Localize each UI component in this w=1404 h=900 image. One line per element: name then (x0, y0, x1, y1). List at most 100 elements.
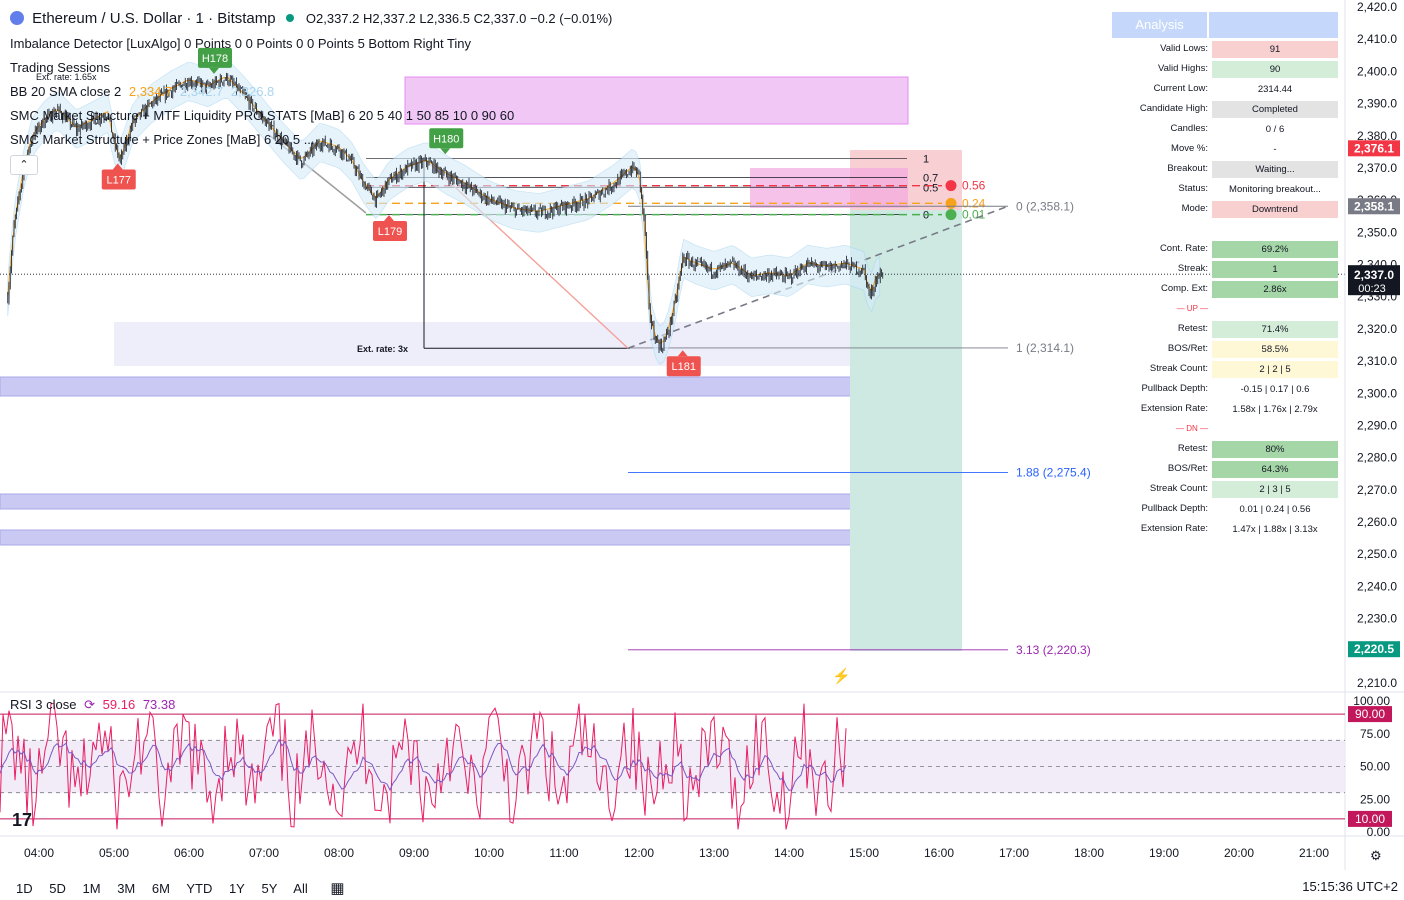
table-row-label: — DN — (1176, 424, 1208, 433)
rsi-settings-icon[interactable]: ⟳ (84, 697, 96, 712)
timeframe-ytd[interactable]: YTD (186, 881, 213, 896)
table-row-value: 1 (1212, 260, 1338, 278)
countdown-label: 00:23 (1358, 283, 1386, 295)
price-badge (1348, 198, 1400, 215)
analysis-table-header: Analysis (1112, 12, 1208, 38)
symbol-title[interactable]: Ethereum / U.S. Dollar · 1 · Bitstamp (32, 10, 276, 27)
table-row-label: Cont. Rate: (1159, 243, 1208, 254)
eth-icon (10, 11, 24, 25)
table-row-label: Streak Count: (1149, 363, 1208, 374)
table-row-label: Comp. Ext: (1161, 283, 1208, 294)
table-row: Comp. Ext: 2.86x (1112, 279, 1338, 299)
x-axis-tick: 21:00 (1299, 846, 1329, 860)
demand-zone-2 (0, 493, 909, 510)
equilibrium-zone (114, 322, 854, 366)
table-row: — DN — (1112, 419, 1338, 439)
table-row: Current Low: 2314.44 (1112, 79, 1338, 99)
table-row (1112, 219, 1338, 239)
bb-basis-value: 2,334.7 (128, 84, 173, 99)
chart-header: Ethereum / U.S. Dollar · 1 · Bitstamp O2… (10, 10, 612, 27)
table-row-label: Candles: (1170, 123, 1209, 134)
indicator-sessions[interactable]: Trading Sessions (10, 60, 110, 75)
price-badge (1348, 641, 1400, 658)
y-axis-tick: 2,380.0 (1357, 129, 1397, 143)
table-row: Valid Highs: 90 (1112, 59, 1338, 79)
current-price-label: 2,337.0 (1354, 268, 1394, 282)
y-axis-tick: 2,240.0 (1357, 579, 1397, 593)
pivot-label-pointer (209, 67, 219, 74)
rsi-y-tick: 25.00 (1360, 792, 1390, 806)
rsi-y-tick: 100.00 (1353, 694, 1390, 708)
supply-zone-top (404, 76, 909, 125)
table-row-value: 2 | 2 | 5 (1212, 360, 1338, 378)
ext-rate-label: Ext. rate: 3x (357, 344, 408, 354)
y-axis-tick: 2,230.0 (1357, 612, 1397, 626)
x-axis-tick: 20:00 (1224, 846, 1254, 860)
indicator-smc[interactable]: SMC Market Structure + MTF Liquidity PRO… (10, 108, 515, 123)
timeframe-all[interactable]: All (293, 881, 308, 896)
timeframe-6m[interactable]: 6M (151, 881, 170, 896)
timeframe-1y[interactable]: 1Y (228, 881, 245, 896)
indicator-bb[interactable]: BB 20 SMA close 2 2,334.7 2,342.7 2,326.… (10, 84, 274, 99)
timeframe-3m[interactable]: 3M (117, 881, 136, 896)
table-row-label: Pullback Depth: (1141, 503, 1208, 514)
target-dot (945, 180, 957, 192)
collapse-legend-button[interactable]: ⌃ (10, 155, 38, 175)
y-axis-tick: 2,410.0 (1357, 32, 1397, 46)
x-axis-tick: 19:00 (1149, 846, 1179, 860)
timeframe-5y[interactable]: 5Y (261, 881, 278, 896)
timeframe-1m[interactable]: 1M (82, 881, 101, 896)
table-row: Candidate High: Completed (1112, 99, 1338, 119)
table-row-value: 2.86x (1212, 280, 1338, 298)
table-row-value: 1.58x | 1.76x | 2.79x (1232, 403, 1318, 415)
x-axis-tick: 04:00 (24, 846, 54, 860)
bb-lower-value: 2,326.8 (230, 84, 275, 99)
pivot-label-box (198, 47, 232, 68)
target-label: 0.24 (962, 196, 986, 210)
clock[interactable]: 15:15:36 UTC+2 (1302, 879, 1398, 894)
table-row-label: Mode: (1181, 203, 1208, 214)
x-axis-tick: 11:00 (549, 846, 578, 860)
pivot-label-pointer (440, 148, 451, 155)
pivot-label-box (429, 128, 464, 149)
pivot-label-box (666, 356, 701, 377)
table-row-value: Monitoring breakout... (1229, 183, 1321, 195)
timeframe-selector: 1D 5D 1M 3M 6M YTD 1Y 5Y All ▦ (16, 879, 345, 897)
table-row: — UP — (1112, 299, 1338, 319)
target-dot (945, 197, 957, 209)
table-row-value: Downtrend (1212, 200, 1338, 218)
table-row: Retest: 71.4% (1112, 319, 1338, 339)
axis-settings-icon: ⚙ (1370, 848, 1382, 863)
y-axis-tick: 2,350.0 (1357, 225, 1397, 239)
indicator-rsi[interactable]: RSI 3 close ⟳ 59.16 73.38 (10, 697, 175, 713)
pivot-label-pointer (677, 350, 688, 357)
rsi-overbought-label: 90.00 (1355, 707, 1385, 721)
rsi-line (0, 702, 847, 830)
y-axis-tick: 2,280.0 (1357, 451, 1397, 465)
y-axis-tick: 2,250.0 (1357, 547, 1397, 561)
table-row: Extension Rate: 1.58x | 1.76x | 2.79x (1112, 399, 1338, 419)
table-row-value: -0.15 | 0.17 | 0.6 (1240, 383, 1310, 395)
rsi-y-tick: 75.00 (1360, 727, 1390, 741)
table-row: Candles: 0 / 6 (1112, 119, 1338, 139)
pivot-label-pointer (112, 163, 123, 170)
bollinger-band (7, 59, 881, 366)
rsi-value: 59.16 (102, 697, 136, 712)
x-axis-tick: 16:00 (924, 846, 954, 860)
x-axis-tick: 05:00 (99, 846, 129, 860)
x-axis-tick: 09:00 (399, 846, 429, 860)
timeframe-5d[interactable]: 5D (49, 881, 66, 896)
timeframe-1d[interactable]: 1D (16, 881, 33, 896)
ext-rate-label: Ext. rate: 1.65x (36, 72, 97, 82)
indicator-smc-zones[interactable]: SMC Market Structure + Price Zones [MaB]… (10, 132, 315, 147)
indicator-imbalance[interactable]: Imbalance Detector [LuxAlgo] 0 Points 0 … (10, 36, 472, 51)
x-axis-tick: 12:00 (624, 846, 654, 860)
pivot-label: L181 (672, 361, 696, 373)
table-row-label: Retest: (1177, 443, 1208, 454)
x-axis-tick: 17:00 (999, 846, 1029, 860)
table-row-value: 2314.44 (1257, 83, 1293, 95)
table-row-label: Status: (1178, 183, 1208, 194)
table-row-value (1212, 221, 1338, 238)
date-range-icon[interactable]: ▦ (330, 880, 345, 897)
